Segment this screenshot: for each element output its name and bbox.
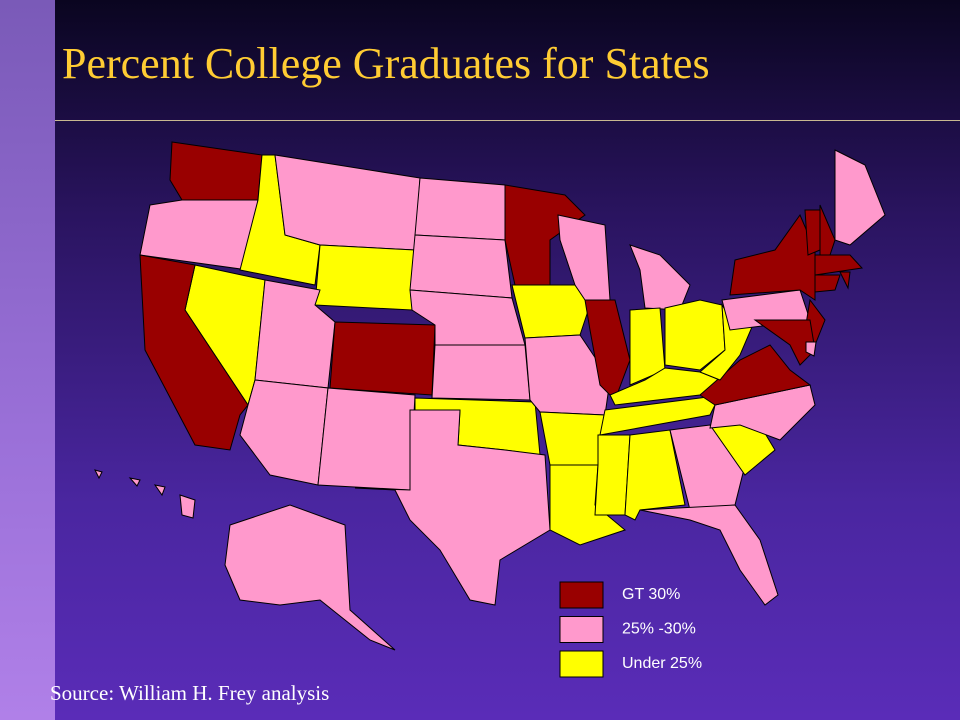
state	[539, 411, 606, 466]
state	[729, 213, 816, 301]
state	[314, 244, 416, 311]
state	[224, 504, 396, 651]
state	[639, 504, 779, 606]
title-rule	[55, 120, 960, 121]
state	[414, 177, 506, 241]
state	[169, 141, 263, 201]
legend-label: GT 30%	[622, 586, 680, 603]
state	[839, 271, 851, 290]
state	[153, 484, 166, 497]
state	[317, 387, 416, 491]
states	[94, 141, 886, 651]
state	[834, 149, 886, 246]
state	[139, 254, 249, 451]
title: Percent College Graduates for States	[62, 39, 710, 88]
side-strip	[0, 0, 55, 720]
state	[354, 409, 551, 606]
state	[819, 204, 836, 256]
state	[814, 274, 841, 293]
state	[594, 434, 631, 516]
state	[329, 321, 436, 396]
legend-swatch	[559, 616, 604, 643]
legend-swatch	[559, 581, 604, 609]
state	[274, 154, 421, 251]
legend-swatch	[559, 650, 604, 678]
state	[504, 184, 586, 286]
state	[128, 477, 141, 487]
state	[804, 209, 821, 256]
legend: GT 30% 25% -30% Under 25%	[559, 581, 702, 678]
state	[94, 469, 103, 480]
state	[511, 284, 591, 339]
state	[179, 494, 196, 519]
state	[629, 244, 691, 311]
state	[409, 234, 513, 299]
state	[814, 254, 864, 276]
state	[805, 341, 817, 357]
state	[699, 344, 812, 406]
state	[753, 319, 816, 366]
legend-label: Under 25%	[622, 655, 702, 672]
state	[431, 344, 531, 401]
legend-label: 25% -30%	[622, 621, 696, 638]
state	[239, 379, 329, 486]
source-note: Source: William H. Frey analysis	[50, 681, 330, 705]
